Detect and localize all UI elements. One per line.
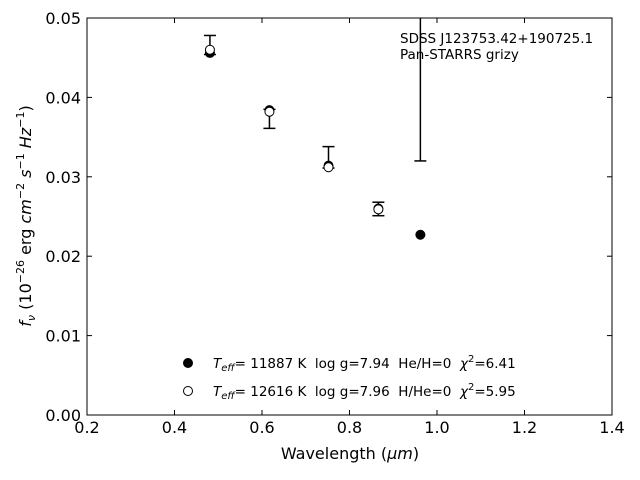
x-tick-label: 0.4	[162, 418, 187, 437]
point-filled	[415, 229, 426, 240]
point-open	[204, 44, 215, 55]
point-open	[373, 204, 384, 215]
annotation-line-2: Pan-STARRS grizy	[400, 47, 519, 63]
y-axis-label: fν (10−26 erg cm−2 s−1 Hz−1)	[14, 105, 38, 326]
point-open	[264, 106, 275, 117]
legend: Teff= 11887 K log g=7.94 He/H=0 χ2=6.41 …	[183, 354, 516, 402]
x-tick-label: 1.0	[424, 418, 449, 437]
ticks: 0.2 0.4 0.6 0.8 1.0 1.2 1.4 0.00 0.01 0.02 0.03 0.0…	[45, 9, 624, 437]
legend-marker-filled	[183, 358, 193, 368]
y-tick-label: 0.00	[45, 406, 81, 425]
x-tick-label: 1.4	[599, 418, 624, 437]
x-tick-label: 0.6	[249, 418, 274, 437]
y-tick-label: 0.03	[45, 168, 81, 187]
x-tick-label: 0.2	[74, 418, 99, 437]
error-bars	[203, 18, 427, 217]
y-tick-label: 0.04	[45, 88, 81, 107]
data-points	[204, 44, 426, 240]
legend-label-2: Teff= 12616 K log g=7.96 H/He=0 χ2=5.95	[213, 382, 516, 402]
annotation-line-1: SDSS J123753.42+190725.1	[400, 31, 593, 47]
x-tick-label: 1.2	[512, 418, 537, 437]
y-tick-label: 0.05	[45, 9, 81, 28]
legend-label-1: Teff= 11887 K log g=7.94 He/H=0 χ2=6.41	[213, 354, 516, 374]
y-tick-label: 0.02	[45, 247, 81, 266]
x-axis-label: Wavelength (μm)	[281, 444, 419, 463]
point-open	[323, 162, 334, 173]
y-tick-label: 0.01	[45, 327, 81, 346]
x-tick-label: 0.8	[337, 418, 362, 437]
legend-marker-open	[183, 386, 193, 396]
